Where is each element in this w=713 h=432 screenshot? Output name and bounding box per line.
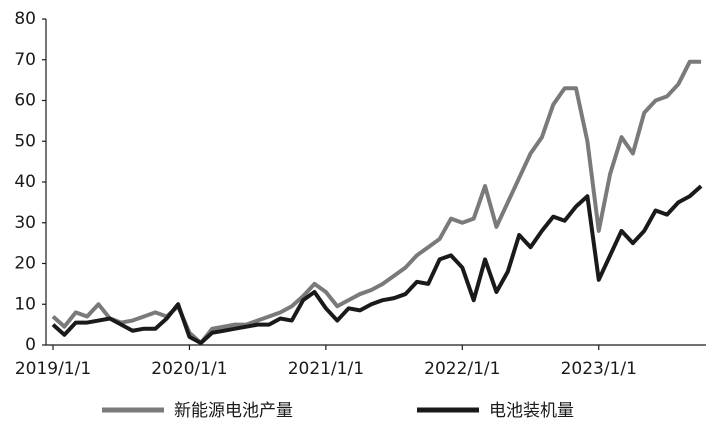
x-tick-label: 2019/1/1 <box>15 359 91 379</box>
y-tick-label: 60 <box>14 91 36 111</box>
y-tick-label: 10 <box>14 294 36 314</box>
y-tick-label: 0 <box>25 335 36 355</box>
legend-label: 电池装机量 <box>489 401 574 421</box>
y-tick-label: 70 <box>14 50 36 70</box>
y-tick-label: 20 <box>14 254 36 274</box>
y-tick-label: 50 <box>14 131 36 151</box>
legend-label: 新能源电池产量 <box>174 401 293 421</box>
x-tick-label: 2020/1/1 <box>151 359 227 379</box>
series-line <box>51 184 703 345</box>
y-tick-label: 40 <box>14 172 36 192</box>
x-tick-label: 2023/1/1 <box>561 359 637 379</box>
x-tick-label: 2022/1/1 <box>424 359 500 379</box>
series-line <box>51 59 702 345</box>
y-tick-label: 80 <box>14 9 36 29</box>
y-tick-label: 30 <box>14 213 36 233</box>
x-tick-label: 2021/1/1 <box>288 359 364 379</box>
